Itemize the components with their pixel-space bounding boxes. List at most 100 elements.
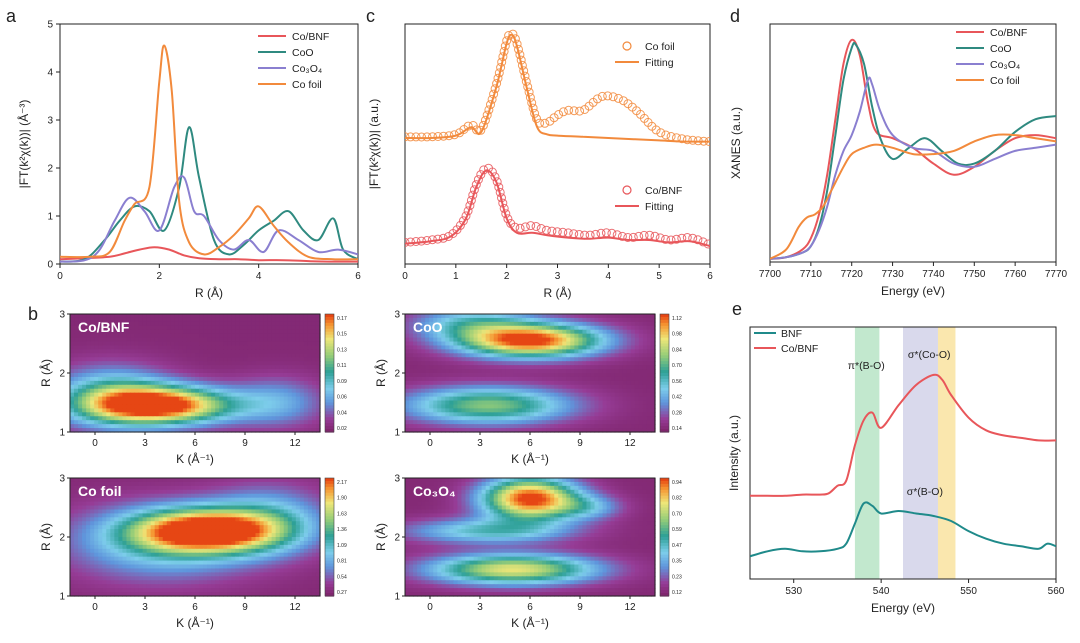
heatmap-cell — [74, 380, 79, 386]
heatmap-cell — [626, 428, 632, 433]
heatmap-cell — [251, 481, 257, 487]
heatmap-cell — [582, 373, 588, 378]
heatmap-cell — [82, 525, 87, 530]
heatmap-cell — [638, 369, 644, 374]
heatmap-cell — [275, 392, 281, 398]
heatmap-cell — [610, 333, 616, 339]
heatmap-cell — [106, 481, 111, 487]
heatmap-cell — [295, 333, 301, 339]
heatmap-cell — [295, 416, 301, 421]
heatmap-cell — [190, 329, 196, 335]
heatmap-cell — [195, 345, 200, 350]
heatmap-cell — [279, 373, 285, 378]
heatmap-cell — [271, 314, 277, 319]
heatmap-cell — [98, 513, 103, 518]
heatmap-cell — [582, 365, 588, 370]
heatmap-cell — [525, 420, 531, 425]
heatmap-cell — [90, 329, 95, 335]
heatmap-cell — [166, 341, 172, 347]
heatmap-cell — [598, 412, 604, 417]
heatmap-cell — [513, 420, 519, 425]
heatmap-cell — [154, 424, 160, 429]
heatmap-cell — [130, 349, 136, 354]
heatmap-cell — [182, 408, 188, 413]
heatmap-cell — [223, 400, 228, 406]
heatmap-cell — [461, 361, 467, 366]
heatmap-cell — [606, 400, 612, 406]
heatmap-cell — [98, 384, 103, 390]
heatmap-cell — [110, 412, 115, 417]
heatmap-cell — [142, 349, 148, 354]
heatmap-cell — [590, 369, 596, 374]
heatmap-cell — [279, 428, 285, 433]
heatmap-cell — [469, 325, 475, 331]
heatmap-cell — [211, 384, 216, 390]
heatmap-cell — [554, 424, 559, 429]
heatmap-cell — [578, 424, 584, 429]
heatmap-cell — [534, 416, 539, 421]
heatmap-cell — [303, 517, 309, 522]
heatmap-cell — [126, 505, 132, 511]
heatmap-cell — [497, 325, 503, 331]
heatmap-cell — [650, 317, 656, 323]
heatmap-cell — [509, 388, 515, 394]
heatmap-cell — [586, 408, 592, 413]
heatmap-cell — [255, 428, 261, 433]
heatmap-cell — [199, 497, 204, 503]
heatmap-cell — [98, 357, 103, 362]
heatmap-cell — [513, 361, 519, 366]
heatmap-cell — [199, 361, 204, 366]
heatmap-cell — [461, 373, 467, 378]
heatmap-cell — [638, 329, 644, 335]
heatmap-cell — [634, 396, 640, 402]
heatmap-cell — [630, 408, 636, 413]
heatmap-cell — [203, 329, 208, 335]
heatmap-cell — [130, 317, 136, 323]
heatmap-cell — [166, 321, 172, 327]
heatmap-cell — [546, 408, 551, 413]
heatmap-cell — [130, 373, 136, 378]
heatmap-cell — [154, 357, 160, 362]
heatmap-cell — [74, 424, 79, 429]
heatmap-cell — [642, 420, 648, 425]
heatmap-cell — [170, 369, 176, 374]
heatmap-cell — [239, 349, 244, 354]
heatmap-cell — [243, 424, 249, 429]
heatmap-cell — [299, 369, 305, 374]
heatmap-cell — [622, 416, 628, 421]
heatmap-cell — [542, 420, 547, 425]
heatmap-cell — [130, 345, 136, 350]
heatmap-cell — [630, 416, 636, 421]
heatmap-cell — [489, 341, 495, 347]
heatmap-cell — [618, 365, 624, 370]
heatmap-cell — [497, 357, 503, 362]
heatmap-cell — [219, 517, 224, 522]
heatmap-cell — [546, 412, 551, 417]
heatmap-cell — [566, 412, 571, 417]
heatmap-cell — [473, 388, 479, 394]
heatmap-cell — [102, 314, 107, 319]
heatmap-cell — [437, 373, 442, 378]
heatmap-cell — [223, 329, 228, 335]
heatmap-cell — [311, 424, 317, 429]
heatmap-cell — [211, 400, 216, 406]
heatmap-cell — [114, 505, 119, 511]
heatmap-cell — [279, 489, 285, 495]
heatmap-cell — [122, 416, 128, 421]
heatmap-cell — [315, 489, 321, 495]
heatmap-cell — [178, 380, 184, 386]
heatmap-cell — [650, 384, 656, 390]
heatmap-cell — [638, 424, 644, 429]
heatmap-cell — [223, 513, 228, 518]
heatmap-cell — [550, 333, 555, 339]
heatmap-cell — [134, 501, 140, 507]
heatmap-cell — [227, 396, 232, 402]
heatmap-cell — [178, 529, 184, 534]
x-tick-label: 7730 — [881, 269, 904, 280]
heatmap-cell — [158, 329, 164, 335]
heatmap-cell — [311, 329, 317, 335]
heatmap-cell — [546, 369, 551, 374]
heatmap-cell — [142, 478, 148, 483]
heatmap-cell — [485, 396, 491, 402]
heatmap-cell — [550, 317, 555, 323]
